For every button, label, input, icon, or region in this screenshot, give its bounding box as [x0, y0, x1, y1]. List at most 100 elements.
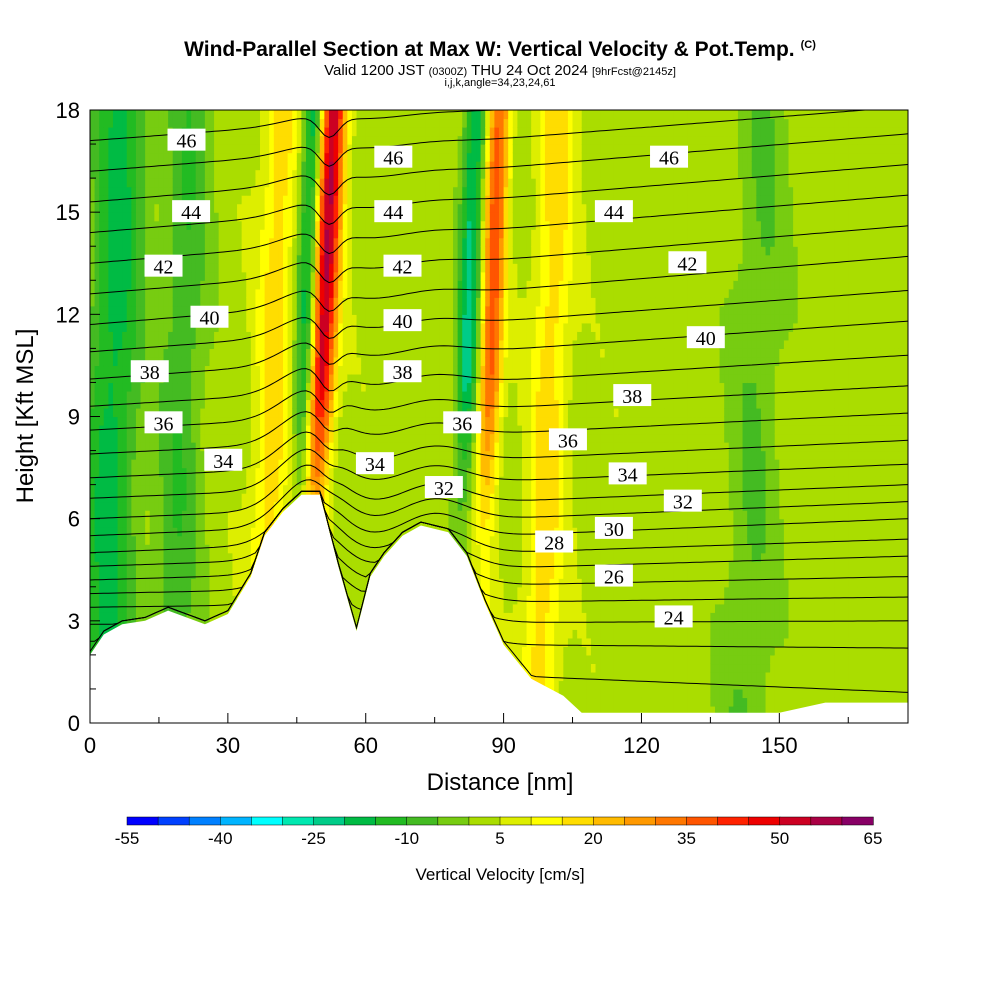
velocity-cell [292, 178, 298, 188]
velocity-cell [99, 169, 105, 179]
velocity-cell [310, 195, 316, 205]
velocity-cell [315, 220, 321, 230]
velocity-cell [351, 450, 358, 460]
velocity-cell [135, 314, 142, 324]
velocity-cell [351, 339, 358, 349]
velocity-cell [90, 220, 96, 230]
velocity-cell [218, 144, 224, 154]
velocity-cell [305, 135, 312, 145]
velocity-cell [126, 118, 132, 128]
velocity-cell [172, 493, 178, 503]
velocity-cell [347, 450, 353, 460]
velocity-cell [94, 578, 100, 588]
velocity-cell [402, 527, 408, 537]
velocity-cell [122, 493, 128, 503]
velocity-cell [273, 254, 280, 264]
velocity-cell [365, 407, 371, 418]
velocity-cell [374, 237, 381, 247]
velocity-cell [112, 254, 119, 264]
velocity-cell [145, 578, 151, 588]
velocity-cell [250, 467, 257, 477]
velocity-cell [135, 195, 142, 205]
velocity-cell [227, 237, 234, 247]
velocity-cell [163, 220, 169, 230]
velocity-cell [117, 552, 123, 562]
velocity-cell [191, 365, 197, 375]
velocity-cell [273, 382, 280, 392]
velocity-cell [241, 493, 247, 503]
velocity-cell [273, 288, 280, 298]
velocity-cell [99, 595, 105, 605]
velocity-cell [250, 110, 257, 120]
velocity-cell [260, 110, 266, 120]
velocity-cell [140, 229, 146, 239]
velocity-cell [232, 348, 238, 358]
velocity-cell [149, 212, 155, 222]
velocity-cell [90, 263, 96, 273]
velocity-cell [172, 356, 178, 367]
velocity-cell [117, 586, 123, 596]
velocity-cell [191, 450, 197, 460]
velocity-cell [250, 127, 257, 137]
velocity-cell [264, 135, 270, 145]
velocity-cell [305, 382, 312, 392]
velocity-cell [264, 450, 270, 460]
velocity-cell [269, 425, 275, 435]
velocity-cell [223, 535, 229, 545]
velocity-cell [112, 425, 119, 435]
velocity-cell [191, 331, 197, 341]
velocity-cell [191, 407, 197, 418]
velocity-cell [338, 459, 344, 469]
velocity-cell [214, 569, 220, 579]
velocity-cell [117, 178, 123, 188]
velocity-cell [273, 442, 280, 452]
velocity-cell [168, 220, 174, 230]
velocity-cell [112, 152, 119, 162]
velocity-cell [112, 110, 119, 120]
velocity-cell [351, 195, 358, 205]
velocity-cell [135, 339, 142, 349]
velocity-cell [126, 416, 132, 426]
velocity-cell [122, 297, 128, 307]
velocity-cell [94, 612, 100, 622]
velocity-cell [177, 493, 183, 503]
velocity-cell [122, 569, 128, 579]
velocity-cell [342, 161, 348, 171]
velocity-cell [361, 195, 367, 205]
velocity-cell [172, 161, 178, 171]
velocity-cell [131, 144, 137, 154]
velocity-cell [122, 535, 128, 545]
velocity-cell [204, 433, 211, 443]
velocity-cell [365, 561, 371, 571]
velocity-cell [122, 467, 128, 477]
velocity-cell [200, 501, 206, 511]
velocity-cell [168, 518, 174, 528]
velocity-cell [305, 297, 312, 307]
velocity-cell [168, 544, 174, 554]
velocity-cell [361, 237, 367, 247]
velocity-cell [112, 552, 119, 562]
velocity-cell [131, 288, 137, 298]
velocity-cell [168, 484, 174, 494]
velocity-cell [278, 288, 284, 298]
velocity-cell [255, 297, 261, 307]
velocity-cell [342, 152, 348, 162]
velocity-cell [310, 331, 316, 341]
velocity-cell [338, 186, 344, 196]
velocity-cell [338, 110, 344, 120]
velocity-cell [126, 356, 132, 367]
velocity-cell [186, 390, 192, 401]
velocity-cell [338, 382, 344, 392]
velocity-cell [195, 152, 201, 162]
velocity-cell [218, 595, 224, 605]
velocity-cell [237, 569, 243, 579]
velocity-cell [260, 237, 266, 247]
velocity-cell [319, 237, 325, 247]
velocity-cell [246, 484, 252, 494]
velocity-cell [108, 229, 114, 239]
velocity-cell [388, 195, 394, 205]
velocity-cell [301, 450, 307, 460]
velocity-cell [393, 110, 399, 120]
velocity-cell [361, 152, 367, 162]
velocity-cell [112, 314, 119, 324]
